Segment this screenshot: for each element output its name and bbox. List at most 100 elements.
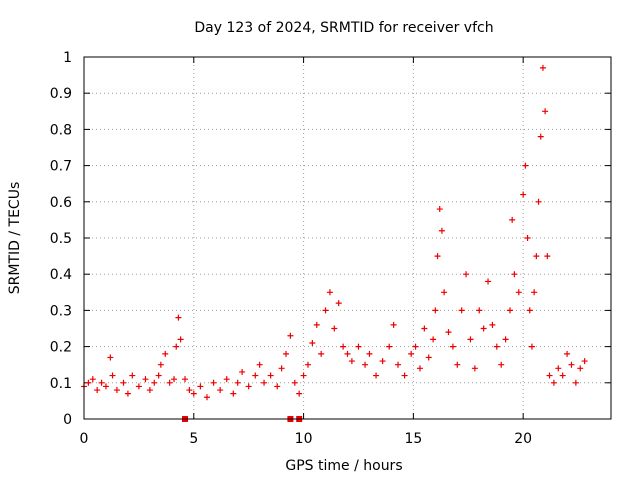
data-point [537,133,544,140]
data-point [113,387,120,394]
data-point [386,343,393,350]
data-point [458,307,465,314]
x-tick-label: 20 [514,431,532,447]
data-point [234,379,241,386]
data-point [98,379,105,386]
data-point [348,358,355,365]
data-point [430,336,437,343]
data-point [245,383,252,390]
x-axis-label: GPS time / hours [285,458,402,474]
data-point [171,376,178,383]
y-tick-label: 0.3 [50,303,72,319]
data-point [564,350,571,357]
data-point [535,198,542,205]
data-point [531,289,538,296]
data-point [502,336,509,343]
data-point [291,379,298,386]
data-point [412,343,419,350]
data-point [230,390,237,397]
data-point [109,372,116,379]
data-point [520,191,527,198]
data-point [190,390,197,397]
data-point [555,365,562,372]
data-point [296,390,303,397]
data-point [177,336,184,343]
data-point [489,321,496,328]
data-point [186,387,193,394]
y-tick-label: 0.2 [50,340,72,356]
data-point [355,343,362,350]
data-point [102,383,109,390]
data-point [445,329,452,336]
data-point [252,372,259,379]
data-point [581,358,588,365]
data-point [390,321,397,328]
data-point [274,383,281,390]
data-point [278,365,285,372]
data-point [318,350,325,357]
data-point [94,387,101,394]
y-tick-label: 0.9 [50,86,72,102]
data-point [434,253,441,260]
data-point [267,372,274,379]
data-point [304,361,311,368]
data-point [485,278,492,285]
data-point [129,372,136,379]
data-point [438,227,445,234]
data-point [217,387,224,394]
y-tick-label: 0.6 [50,195,72,211]
data-point [162,350,169,357]
x-tick-label: 15 [404,431,422,447]
data-point [151,379,158,386]
data-point [124,390,131,397]
data-point [544,253,551,260]
data-point [340,343,347,350]
data-point [526,307,533,314]
data-point [542,108,549,115]
x-tick-label: 0 [80,431,89,447]
data-point [223,376,230,383]
data-point [506,307,513,314]
data-point [283,350,290,357]
data-point [498,361,505,368]
data-point [421,325,428,332]
axes: 00.10.20.30.40.50.60.70.80.910 5 10 15 20 [50,50,611,447]
data-point [107,354,114,361]
data-point [395,361,402,368]
data-point [335,300,342,307]
y-tick-label: 1 [63,50,72,66]
data-point [362,361,369,368]
data-point [239,368,246,375]
data-point [480,325,487,332]
plot-frame [83,56,612,420]
data-point [166,379,173,386]
data-point [313,321,320,328]
data-point [373,372,380,379]
chart-title: Day 123 of 2024, SRMTID for receiver vfc… [194,20,493,36]
data-point [559,372,566,379]
data-point [173,343,180,350]
data-point [511,271,518,278]
data-point [515,289,522,296]
data-point [416,365,423,372]
data-point [322,307,329,314]
data-point [572,379,579,386]
y-tick-label: 0.7 [50,159,72,175]
data-point [203,394,210,401]
data-point [454,361,461,368]
data-point [441,289,448,296]
data-point [120,379,127,386]
data-point [425,354,432,361]
y-axis-label: SRMTID / TECUs [7,182,23,295]
y-tick-label: 0.1 [50,376,72,392]
data-point [146,387,153,394]
data-point [331,325,338,332]
data-point [379,358,386,365]
data-point [309,339,316,346]
grid-lines [84,57,611,419]
y-tick-label: 0 [63,412,72,428]
y-tick-label: 0.4 [50,267,72,283]
data-point [85,379,92,386]
data-point [449,343,456,350]
